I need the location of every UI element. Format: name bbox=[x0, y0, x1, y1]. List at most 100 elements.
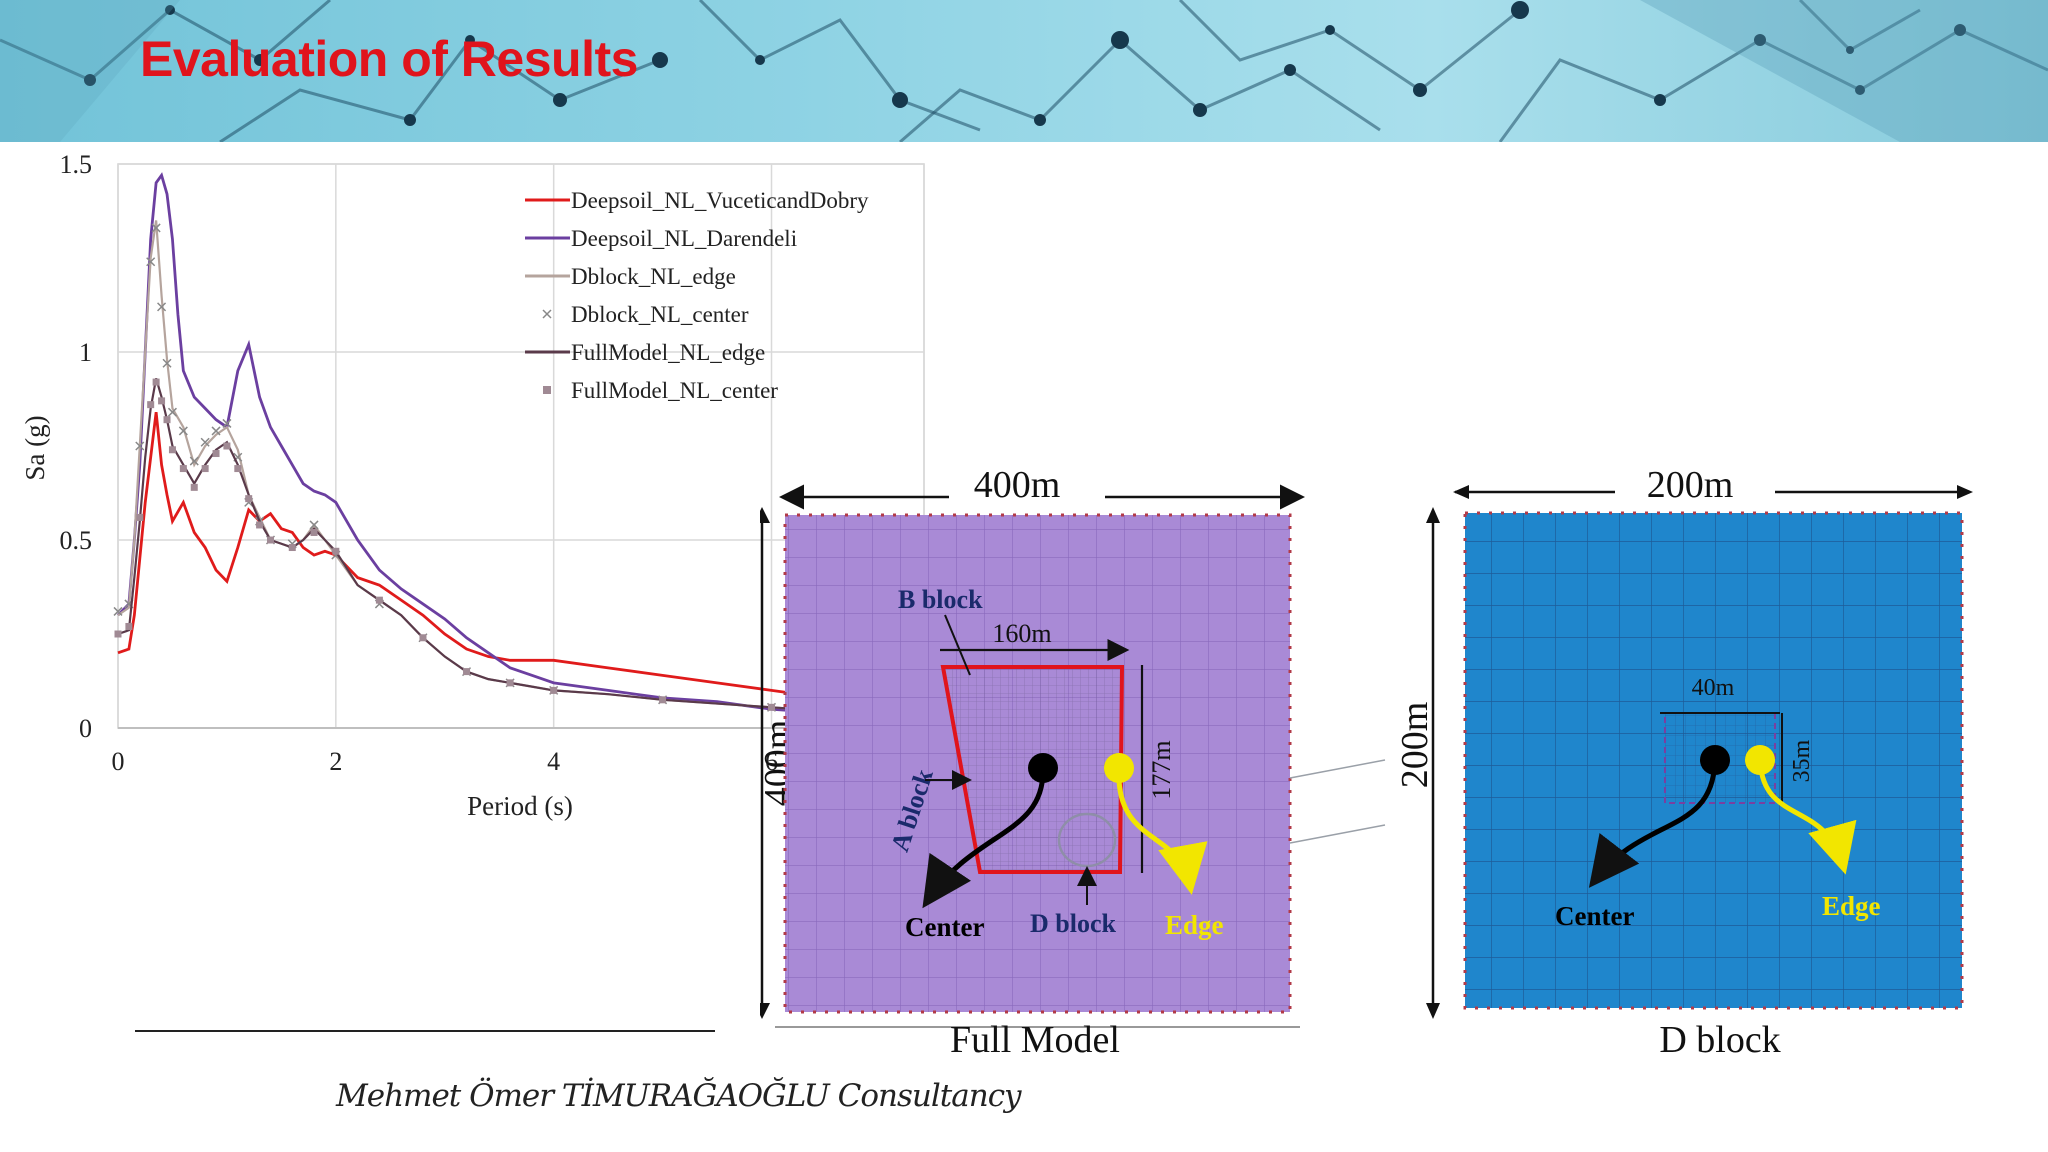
zoom-connector-lines bbox=[1289, 759, 1386, 844]
data-point bbox=[234, 465, 242, 473]
series-line bbox=[116, 172, 925, 719]
series-line bbox=[117, 378, 925, 718]
data-point bbox=[114, 630, 122, 638]
data-point bbox=[125, 622, 133, 630]
legend-label: FullModel_NL_center bbox=[571, 378, 778, 403]
d-block-mesh bbox=[1463, 511, 1964, 1010]
data-point bbox=[162, 358, 172, 368]
data-point bbox=[332, 547, 340, 555]
data-point bbox=[463, 668, 471, 676]
full-model-width-label: 400m bbox=[974, 464, 1061, 506]
d-edge-label: Edge bbox=[1822, 891, 1881, 921]
data-point bbox=[309, 520, 319, 530]
y-tick-label: 0.5 bbox=[60, 526, 93, 555]
d-inner-height-label: 35m bbox=[1789, 739, 1815, 782]
series-Deepsoil_NL_Darendeli bbox=[116, 172, 925, 719]
b-block-pointer bbox=[944, 614, 971, 676]
data-point bbox=[245, 495, 253, 503]
data-point bbox=[158, 397, 166, 405]
d-block-caption: D block bbox=[1659, 1019, 1780, 1061]
data-point bbox=[167, 407, 177, 417]
data-point bbox=[190, 483, 198, 491]
data-point bbox=[178, 426, 188, 436]
edge-arrow bbox=[1116, 767, 1208, 895]
x-tick-label: 6 bbox=[765, 747, 778, 776]
data-point bbox=[168, 446, 176, 454]
data-point bbox=[659, 696, 667, 704]
data-point bbox=[163, 416, 171, 424]
y-tick-label: 0 bbox=[79, 714, 92, 743]
y-axis-title: Sa (g) bbox=[20, 415, 50, 480]
header-banner: Evaluation of Results bbox=[0, 0, 2048, 142]
edge-label: Edge bbox=[1165, 910, 1224, 940]
data-point bbox=[135, 441, 145, 451]
x-tick-label: 2 bbox=[329, 747, 342, 776]
data-point bbox=[550, 686, 558, 694]
full-model-caption: Full Model bbox=[950, 1019, 1120, 1061]
data-point bbox=[146, 257, 156, 267]
legend-swatch bbox=[542, 309, 552, 319]
footer-rule bbox=[135, 1030, 715, 1032]
d-center-arrow bbox=[1588, 759, 1718, 888]
data-point bbox=[147, 401, 155, 409]
x-axis-title: Period (s) bbox=[467, 791, 573, 821]
a-b-block-outline bbox=[940, 665, 1125, 874]
legend-label: Deepsoil_NL_VuceticandDobry bbox=[571, 188, 869, 213]
data-point bbox=[256, 521, 264, 529]
series-Deepsoil_NL_VuceticandDobry bbox=[117, 411, 925, 711]
series-FullModel_NL_edge bbox=[117, 378, 925, 718]
height-arrow-bottom bbox=[760, 1003, 770, 1019]
y-tick-label: 1.5 bbox=[60, 150, 93, 179]
center-label: Center bbox=[905, 912, 984, 942]
data-point bbox=[266, 536, 274, 544]
d-center-label: Center bbox=[1555, 901, 1634, 931]
d-block-label: D block bbox=[1030, 909, 1117, 938]
d-edge-arrow bbox=[1757, 759, 1857, 875]
slide-title: Evaluation of Results bbox=[140, 31, 638, 87]
legend-label: FullModel_NL_edge bbox=[571, 340, 765, 365]
series-FullModel_NL_center bbox=[114, 378, 884, 719]
data-point bbox=[201, 465, 209, 473]
data-point bbox=[113, 606, 123, 616]
data-point bbox=[506, 679, 514, 687]
data-point bbox=[222, 418, 232, 428]
network-pattern-decoration bbox=[0, 0, 2048, 142]
y-tick-label: 1 bbox=[79, 338, 92, 367]
data-point bbox=[179, 465, 187, 473]
d-block-width-label: 200m bbox=[1647, 464, 1734, 506]
center-arrow bbox=[922, 767, 1046, 909]
legend-label: Dblock_NL_edge bbox=[571, 264, 736, 289]
d-height-arrow-top bbox=[1426, 507, 1440, 523]
data-point bbox=[288, 544, 296, 552]
d-width-arrow-right bbox=[1957, 485, 1973, 499]
inner-height-label: 177m bbox=[1147, 740, 1176, 799]
d-width-arrow-left bbox=[1453, 485, 1469, 499]
d-block-height-label: 200m bbox=[1395, 702, 1436, 789]
data-point bbox=[768, 703, 776, 711]
b-block-label: B block bbox=[898, 585, 983, 614]
d-inner-width-label: 40m bbox=[1692, 675, 1735, 701]
data-point bbox=[212, 450, 220, 458]
x-tick-label: 4 bbox=[547, 747, 560, 776]
full-model-diagram: 400m 400m 160m 177m B block A block D bl… bbox=[760, 464, 1305, 1061]
data-point bbox=[151, 223, 161, 233]
data-point bbox=[157, 302, 167, 312]
data-point bbox=[200, 437, 210, 447]
data-point bbox=[211, 426, 221, 436]
data-point bbox=[189, 456, 199, 466]
footer-text: Mehmet Ömer TİMURAĞAOĞLU Consultancy bbox=[336, 1078, 1022, 1114]
chart-ticks: 0 0.5 1 1.5 0 2 4 6 bbox=[60, 150, 779, 776]
data-point bbox=[375, 596, 383, 604]
data-point bbox=[136, 513, 144, 521]
x-tick-label: 0 bbox=[112, 747, 125, 776]
series-line bbox=[117, 411, 925, 711]
data-point bbox=[310, 528, 318, 536]
chart-grid bbox=[117, 163, 924, 729]
data-point bbox=[223, 442, 231, 450]
d-height-arrow-bottom bbox=[1426, 1003, 1440, 1019]
data-point bbox=[152, 378, 160, 386]
legend-swatch bbox=[543, 386, 551, 394]
d-block-diagram: 200m 200m 40m 35m Center Edge D block bbox=[1395, 464, 1973, 1061]
chart-series bbox=[113, 172, 925, 720]
data-point bbox=[419, 634, 427, 642]
